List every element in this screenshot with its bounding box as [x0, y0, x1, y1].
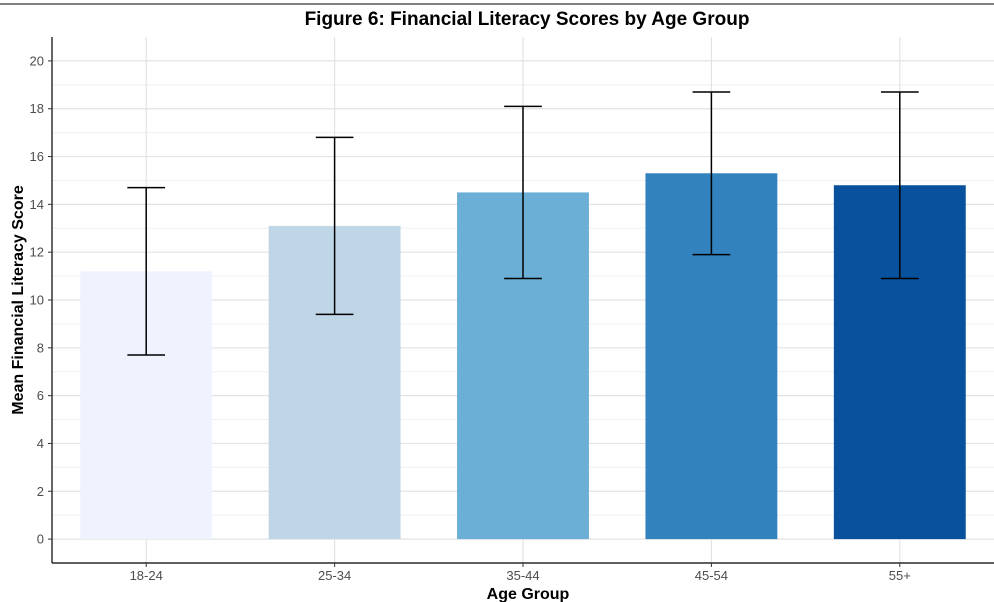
y-tick-label: 0: [37, 532, 44, 547]
x-axis-ticks: 18-24 25-34 35-44 45-54 55+: [130, 563, 911, 583]
y-tick-label: 16: [30, 149, 44, 164]
x-tick-label: 45-54: [695, 568, 728, 583]
chart-title: Figure 6: Financial Literacy Scores by A…: [305, 9, 750, 30]
y-tick-label: 6: [37, 388, 44, 403]
x-tick-label: 35-44: [506, 568, 539, 583]
x-axis-title: Age Group: [487, 586, 570, 602]
y-tick-label: 12: [30, 245, 44, 260]
y-tick-label: 4: [37, 436, 44, 451]
x-tick-label: 55+: [889, 568, 911, 583]
x-tick-label: 25-34: [318, 568, 351, 583]
bars: [80, 173, 966, 540]
y-tick-label: 14: [30, 197, 44, 212]
y-tick-label: 10: [30, 293, 44, 308]
y-tick-label: 2: [37, 484, 44, 499]
y-axis-ticks: 0 2 4 6 8 10 12 14 16 18 20: [30, 53, 52, 547]
x-tick-label: 18-24: [130, 568, 163, 583]
y-tick-label: 20: [30, 53, 44, 68]
y-tick-label: 8: [37, 340, 44, 355]
y-axis-title: Mean Financial Literacy Score: [10, 185, 27, 415]
y-tick-label: 18: [30, 101, 44, 116]
error-bars: [127, 91, 919, 356]
